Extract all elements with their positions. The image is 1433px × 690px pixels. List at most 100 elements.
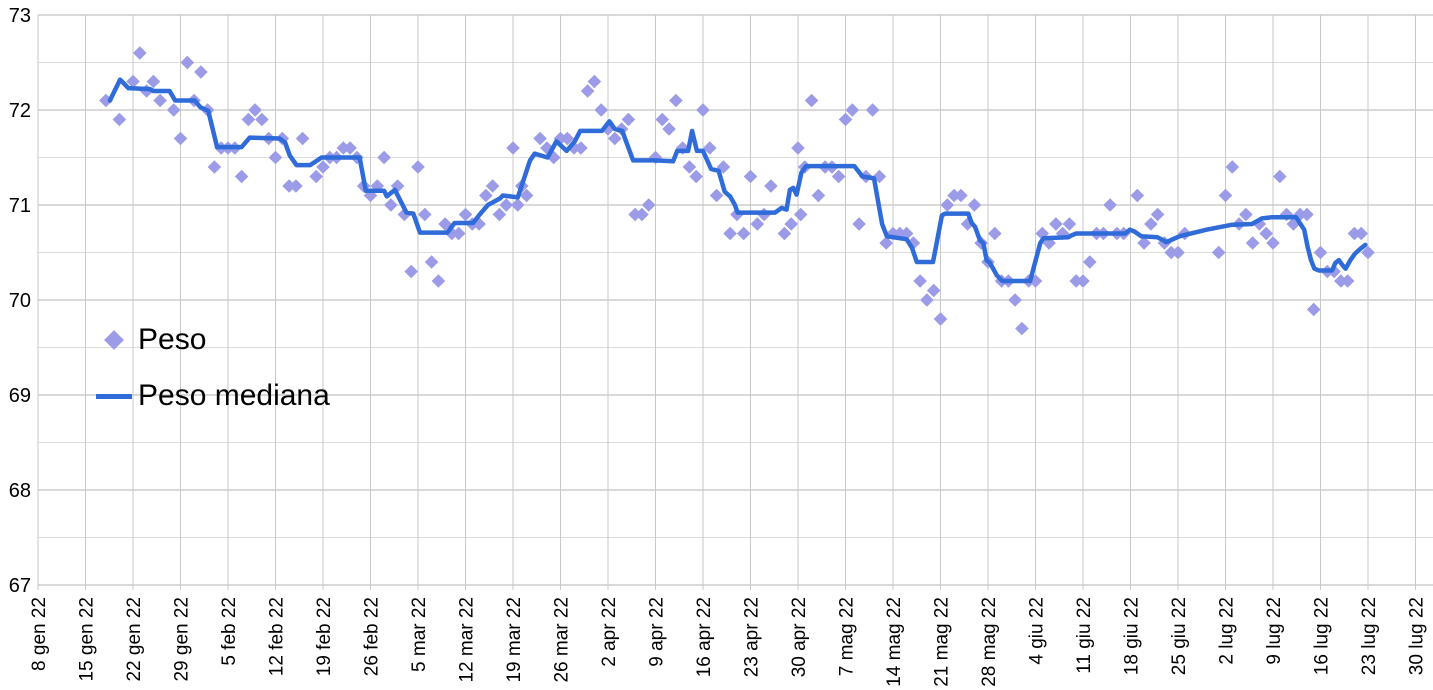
x-axis-tick-label: 25 giu 22 [1169,597,1190,675]
peso-data-point [268,150,283,165]
peso-mediana-line-icon [96,393,132,399]
peso-data-point [967,198,982,212]
peso-data-point [492,207,507,222]
peso-data-point [709,188,724,203]
peso-data-point [451,226,466,241]
peso-data-point [1103,198,1117,212]
peso-data-point [479,188,493,203]
peso-data-point [377,150,391,165]
legend-item-peso-mediana: Peso mediana [96,378,330,414]
peso-data-point [1273,169,1287,184]
peso-data-point [696,103,710,117]
peso-data-point [1062,217,1077,231]
peso-data-point [574,141,588,155]
peso-data-point [560,131,575,146]
peso-data-point [458,207,473,222]
peso-data-point [1083,255,1097,269]
peso-data-point [777,226,792,241]
peso-data-point [112,112,127,127]
x-axis-tick-label: 19 feb 22 [314,597,335,676]
peso-data-point [411,160,425,174]
peso-data-point [723,226,737,241]
peso-data-point [852,217,866,231]
peso-data-point [180,55,195,70]
legend-item-peso: Peso [96,322,330,358]
peso-diamond-icon [104,330,124,350]
peso-data-point [1300,207,1314,222]
peso-data-point [472,217,486,231]
peso-data-point [153,93,167,108]
peso-data-point [1313,245,1328,260]
peso-data-point [988,226,1002,241]
x-axis-tick-label: 7 mag 22 [837,597,858,676]
peso-data-point [431,274,446,288]
peso-data-point [1171,245,1185,260]
x-axis-tick-label: 14 mag 22 [884,597,905,687]
peso-data-point [499,198,513,212]
peso-data-point [804,93,819,108]
peso-data-point [811,188,826,203]
y-axis-tick-label: 73 [9,5,31,27]
peso-data-point [838,112,853,127]
peso-data-point [533,131,547,146]
peso-data-point [146,74,161,89]
peso-data-point [1347,226,1362,241]
peso-data-point [1049,217,1063,231]
peso-data-point [736,226,751,241]
x-axis-tick-label: 26 feb 22 [362,597,383,676]
chart-legend: Peso Peso mediana [96,322,330,434]
peso-data-point [580,84,595,98]
peso-mediana-line [107,77,1368,284]
y-axis-tick-label: 69 [9,385,31,407]
peso-data-point [316,160,330,174]
x-axis-tick-label: 23 lug 22 [1359,597,1380,675]
peso-data-point [764,179,778,193]
x-axis-tick-label: 19 mar 22 [504,597,525,683]
peso-data-point [689,169,703,184]
x-axis-tick-label: 5 mar 22 [409,597,430,672]
peso-data-point [255,112,269,127]
x-axis-tick-label: 16 apr 22 [694,597,715,677]
peso-data-point [194,65,208,79]
peso-data-point [926,283,941,298]
peso-data-point [1259,226,1273,241]
peso-data-point [940,198,955,212]
peso-data-point [1130,188,1145,203]
peso-data-point [126,74,140,89]
peso-data-point [207,160,222,174]
x-axis-tick-label: 8 gen 22 [29,597,50,671]
y-axis-tick-label: 70 [9,290,31,312]
peso-data-point [648,150,663,165]
legend-label-peso-mediana: Peso mediana [138,379,330,412]
peso-data-point [655,112,670,127]
peso-data-point [669,93,683,108]
peso-data-point [1076,274,1090,288]
peso-data-point [920,293,934,307]
peso-data-point [1306,302,1321,317]
y-axis-tick-label: 67 [9,575,31,597]
x-axis-tick-label: 9 lug 22 [1264,597,1285,665]
x-axis-tick-label: 12 feb 22 [267,597,288,676]
peso-data-point [424,255,439,269]
peso-data-point [703,141,717,155]
peso-data-point [506,141,520,155]
x-axis-tick-label: 5 feb 22 [219,597,240,666]
peso-data-point [397,207,412,222]
y-axis-tick-label: 68 [9,480,31,502]
peso-data-point [1361,245,1375,260]
peso-data-point [662,122,676,136]
peso-data-point [865,103,880,117]
peso-data-point [390,179,405,193]
peso-data-point [289,179,303,193]
peso-data-point [234,169,249,184]
peso-data-point [831,169,846,184]
x-axis-tick-label: 30 lug 22 [1407,597,1428,675]
peso-data-point [879,236,893,250]
peso-data-point [295,131,310,146]
peso-data-point [601,122,615,136]
peso-data-point [1015,321,1029,336]
x-axis-tick-label: 9 apr 22 [647,597,668,667]
peso-data-point [750,217,765,231]
